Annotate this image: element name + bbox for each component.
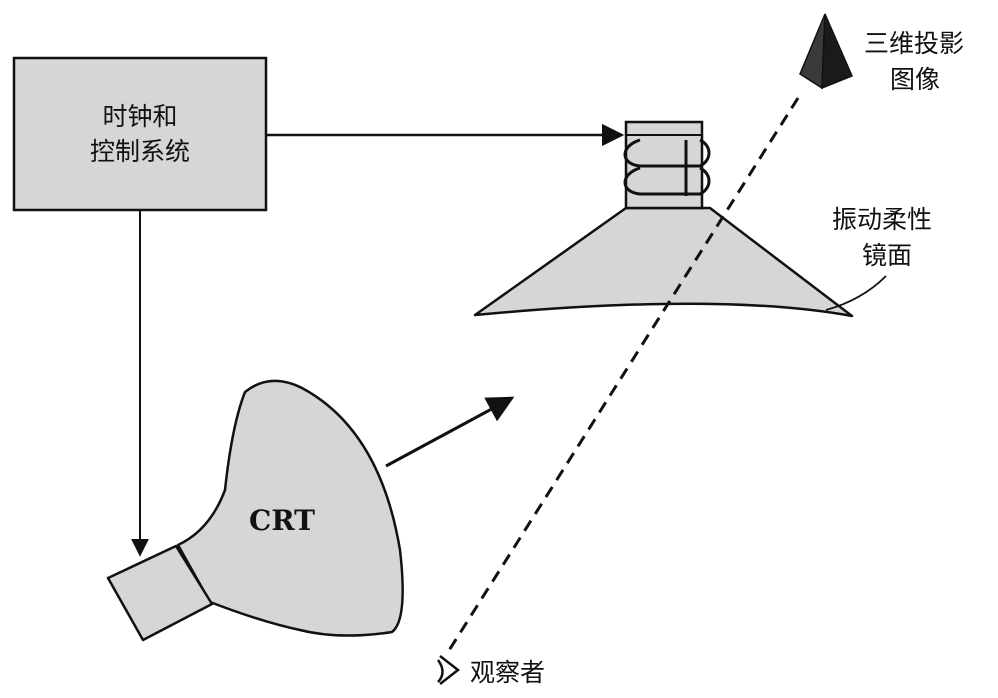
projection-label-line1: 三维投影 [864,29,964,58]
crt-body [176,379,404,637]
mirror-label-line1: 振动柔性 [832,205,932,234]
crt-neck [106,544,214,642]
mirror-label-line2: 镜面 [862,241,912,270]
crt-tube: CRT [106,379,404,642]
eye-icon [436,655,461,685]
clock-control-label-line2: 控制系统 [90,137,190,166]
observer-label: 观察者 [470,658,545,687]
coil-icon [623,138,711,196]
clock-control-label-line1: 时钟和 [102,102,177,131]
vibrating-mirror [473,120,854,318]
pyramid-icon [799,13,853,90]
mirror-label-leader [825,275,887,311]
mirror-membrane [473,206,854,318]
clock-control-box: 时钟和 控制系统 [12,56,268,212]
projection-label-line2: 图像 [890,65,940,94]
viewing-line [446,97,800,653]
crt-label: CRT [249,504,315,537]
crt-to-mirror-arrow [385,396,515,468]
